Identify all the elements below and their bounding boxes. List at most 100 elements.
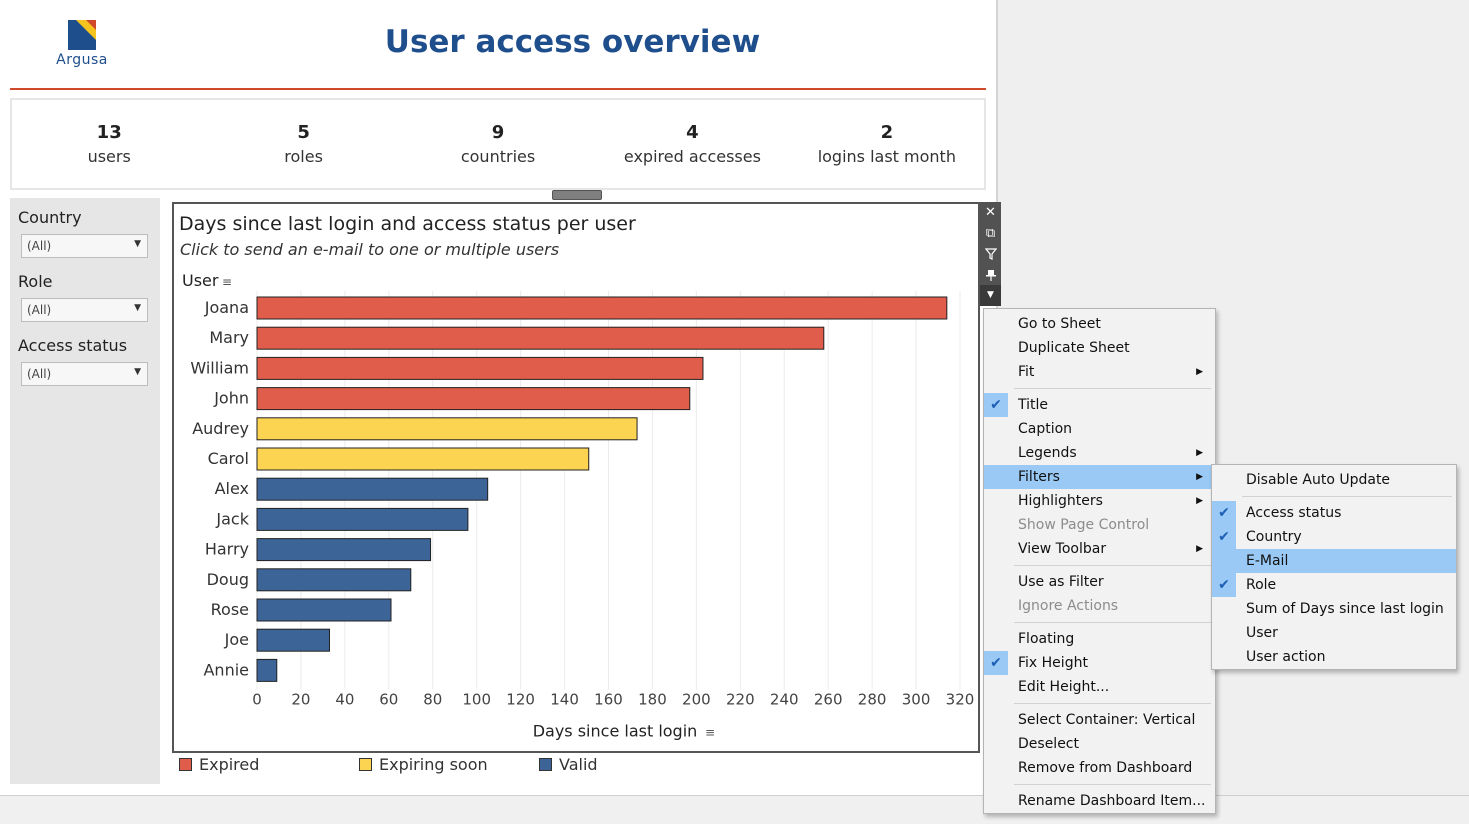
- filter-label-country: Country: [18, 208, 82, 227]
- bar-label[interactable]: Doug: [207, 570, 249, 589]
- bar-label[interactable]: Audrey: [192, 419, 249, 438]
- menu-item-label: Deselect: [1018, 736, 1079, 752]
- menu-item-disable-auto-update[interactable]: Disable Auto Update: [1212, 468, 1456, 492]
- bar[interactable]: [256, 658, 278, 682]
- bar[interactable]: [256, 326, 825, 350]
- filter-icon[interactable]: [980, 244, 1001, 265]
- dropdown-value: (All): [27, 303, 52, 317]
- menu-item-user-action[interactable]: User action: [1212, 645, 1456, 669]
- bar[interactable]: [256, 387, 691, 411]
- menu-separator: [1014, 703, 1211, 704]
- menu-item-label: Ignore Actions: [1018, 598, 1119, 614]
- dropdown-arrow-icon: ▼: [134, 303, 141, 313]
- x-tick-label: 200: [682, 691, 711, 709]
- bar-label[interactable]: Alex: [215, 479, 249, 498]
- menu-item-title[interactable]: Title ✔: [984, 393, 1215, 417]
- bar-label[interactable]: Annie: [203, 660, 249, 679]
- bar-label[interactable]: Joana: [204, 298, 249, 317]
- menu-item-select-container-vertical[interactable]: Select Container: Vertical: [984, 708, 1215, 732]
- menu-item-label: Go to Sheet: [1018, 316, 1101, 332]
- menu-item-e-mail[interactable]: E-Mail: [1212, 549, 1456, 573]
- menu-item-view-toolbar[interactable]: View Toolbar ▶: [984, 537, 1215, 561]
- legend-item-expired[interactable]: Expired: [179, 755, 259, 774]
- menu-item-fit[interactable]: Fit ▶: [984, 360, 1215, 384]
- more-options-icon[interactable]: ▼: [980, 285, 1001, 306]
- menu-item-label: Use as Filter: [1018, 574, 1104, 590]
- menu-item-fix-height[interactable]: Fix Height ✔: [984, 651, 1215, 675]
- bar[interactable]: [256, 356, 704, 380]
- chart-canvas[interactable]: User ≡JoanaMaryWilliamJohnAudreyCarolAlex…: [174, 204, 978, 751]
- bar[interactable]: [256, 628, 330, 652]
- bar-label[interactable]: William: [190, 358, 249, 377]
- bar-label[interactable]: Mary: [209, 328, 249, 347]
- filter-label-role: Role: [18, 272, 53, 291]
- country-filter-dropdown[interactable]: (All) ▼: [21, 234, 148, 258]
- menu-item-floating[interactable]: Floating: [984, 627, 1215, 651]
- menu-item-go-to-sheet[interactable]: Go to Sheet: [984, 312, 1215, 336]
- menu-item-label: Country: [1246, 529, 1302, 545]
- menu-item-duplicate-sheet[interactable]: Duplicate Sheet: [984, 336, 1215, 360]
- header-divider: [10, 88, 986, 90]
- bar[interactable]: [256, 417, 638, 441]
- kpi-strip: 13 users 5 roles 9 countries 4 expired a…: [10, 98, 986, 190]
- close-icon[interactable]: ✕: [985, 205, 996, 220]
- menu-item-caption[interactable]: Caption: [984, 417, 1215, 441]
- menu-item-country[interactable]: Country ✔: [1212, 525, 1456, 549]
- menu-item-edit-height[interactable]: Edit Height...: [984, 675, 1215, 699]
- checkmark-icon: ✔: [984, 651, 1008, 675]
- menu-item-highlighters[interactable]: Highlighters ▶: [984, 489, 1215, 513]
- menu-item-sum-of-days-since-last-login[interactable]: Sum of Days since last login: [1212, 597, 1456, 621]
- bar[interactable]: [256, 447, 590, 471]
- bar[interactable]: [256, 568, 412, 592]
- row-header-user: User: [182, 271, 219, 290]
- sort-icon[interactable]: ≡: [705, 726, 715, 740]
- menu-item-label: Title: [1018, 397, 1049, 413]
- access-status-filter-dropdown[interactable]: (All) ▼: [21, 362, 148, 386]
- kpi-value: 9: [491, 122, 505, 143]
- checkmark-icon: ✔: [1212, 573, 1236, 597]
- menu-item-access-status[interactable]: Access status ✔: [1212, 501, 1456, 525]
- submenu-arrow-icon: ▶: [1196, 472, 1203, 482]
- x-tick-label: 220: [726, 691, 755, 709]
- role-filter-dropdown[interactable]: (All) ▼: [21, 298, 148, 322]
- kpi-value: 2: [880, 122, 894, 143]
- bar-label[interactable]: John: [213, 389, 249, 408]
- menu-item-use-as-filter[interactable]: Use as Filter: [984, 570, 1215, 594]
- x-tick-label: 180: [638, 691, 667, 709]
- bar-chart-panel[interactable]: Days since last login and access status …: [172, 202, 980, 753]
- bar[interactable]: [256, 296, 948, 320]
- kpi-value: 5: [297, 122, 310, 143]
- menu-item-legends[interactable]: Legends ▶: [984, 441, 1215, 465]
- bar[interactable]: [256, 477, 489, 501]
- dropdown-value: (All): [27, 239, 52, 253]
- legend-item-expiring-soon[interactable]: Expiring soon: [359, 755, 488, 774]
- bar-label[interactable]: Jack: [215, 509, 249, 528]
- menu-item-deselect[interactable]: Deselect: [984, 732, 1215, 756]
- bar-label[interactable]: Joe: [224, 630, 249, 649]
- bar[interactable]: [256, 507, 469, 531]
- bar-label[interactable]: Carol: [208, 449, 249, 468]
- kpi-logins-last-month: 2 logins last month: [790, 100, 984, 188]
- kpi-countries: 9 countries: [401, 100, 595, 188]
- pin-icon[interactable]: [980, 265, 1001, 286]
- container-drag-handle[interactable]: [552, 190, 602, 200]
- menu-item-rename-dashboard-item[interactable]: Rename Dashboard Item...: [984, 789, 1215, 813]
- menu-item-label: Fit: [1018, 364, 1035, 380]
- legend-item-valid[interactable]: Valid: [539, 755, 598, 774]
- checkmark-icon: ✔: [984, 393, 1008, 417]
- x-tick-label: 0: [252, 691, 262, 709]
- menu-item-label: E-Mail: [1246, 553, 1289, 569]
- menu-item-user[interactable]: User: [1212, 621, 1456, 645]
- bar-label[interactable]: Rose: [211, 600, 249, 619]
- x-tick-label: 140: [550, 691, 579, 709]
- kpi-label: logins last month: [817, 147, 956, 166]
- bar-label[interactable]: Harry: [205, 540, 249, 559]
- menu-item-filters[interactable]: Filters ▶: [984, 465, 1215, 489]
- menu-item-role[interactable]: Role ✔: [1212, 573, 1456, 597]
- go-to-sheet-icon[interactable]: ⧉: [985, 226, 996, 241]
- sort-icon[interactable]: ≡: [222, 275, 232, 289]
- menu-item-remove-from-dashboard[interactable]: Remove from Dashboard: [984, 756, 1215, 780]
- kpi-label: expired accesses: [623, 147, 761, 166]
- bar[interactable]: [256, 538, 432, 562]
- bar[interactable]: [256, 598, 392, 622]
